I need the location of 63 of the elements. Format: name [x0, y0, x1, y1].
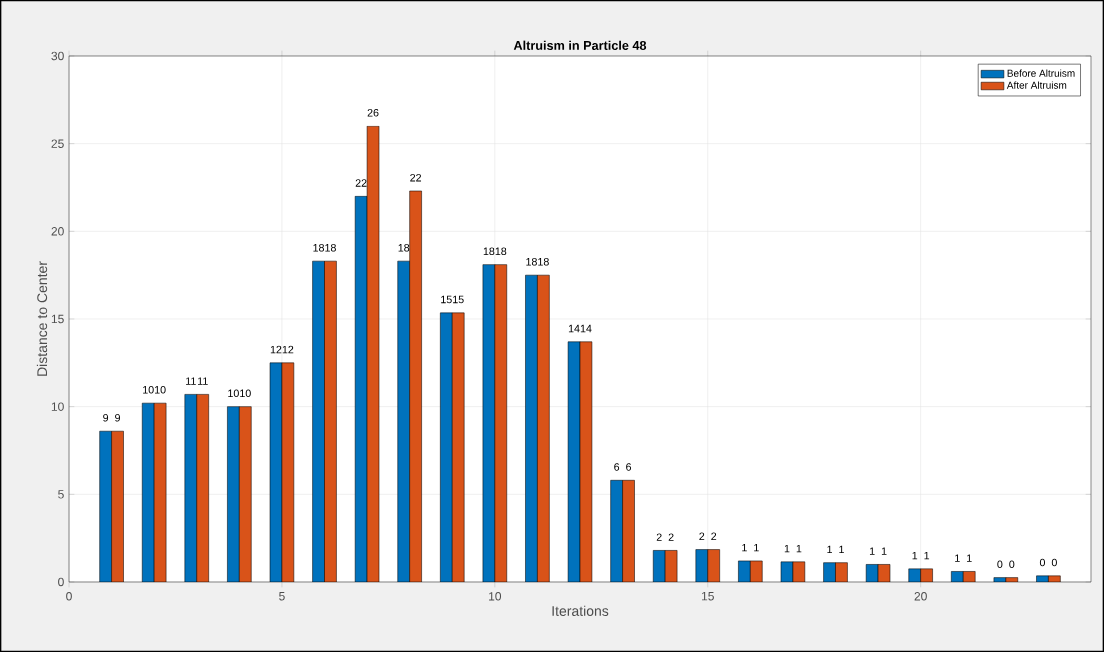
- data-label: 9: [103, 414, 109, 422]
- data-label: 18: [538, 258, 549, 266]
- data-label: 1: [912, 551, 918, 560]
- x-tick-label: 10: [489, 592, 502, 601]
- data-label: 18: [325, 243, 336, 252]
- data-label: 1: [924, 551, 930, 560]
- y-tick-label: 20: [51, 227, 64, 236]
- data-label: 6: [614, 463, 620, 471]
- x-tick-label: 5: [279, 592, 285, 601]
- data-label: 1: [881, 547, 887, 555]
- data-label: 0: [997, 560, 1003, 568]
- data-label: 15: [453, 295, 464, 304]
- legend-label: After Altruism: [1006, 81, 1067, 89]
- data-label: 15: [441, 295, 452, 304]
- data-label: 0: [1051, 558, 1057, 567]
- chart-title: Altruism in Particle 48: [513, 40, 647, 50]
- data-label: 10: [155, 386, 166, 394]
- x-axis-title: Iterations: [552, 605, 609, 616]
- data-label: 10: [240, 389, 251, 398]
- data-label: 2: [656, 533, 662, 541]
- data-label: 9: [115, 414, 120, 422]
- data-label: 10: [143, 386, 154, 394]
- data-label: 1: [955, 554, 960, 562]
- data-label: 18: [495, 247, 507, 256]
- data-label: 18: [526, 258, 537, 266]
- x-tick-label: 15: [702, 592, 714, 601]
- x-tick-label: 0: [66, 592, 72, 601]
- data-label: 1: [742, 544, 747, 552]
- data-label: 14: [568, 324, 580, 333]
- data-label: 6: [626, 463, 632, 471]
- data-label: 18: [398, 243, 410, 252]
- y-axis-title: Distance to Center: [36, 261, 48, 376]
- data-label: 18: [313, 243, 324, 252]
- y-tick-label: 15: [51, 314, 64, 324]
- data-label: 2: [668, 533, 674, 541]
- data-label: 1: [869, 547, 875, 555]
- data-label: 11: [186, 377, 196, 385]
- data-label: 0: [1039, 558, 1046, 567]
- data-label: 2: [711, 532, 717, 540]
- data-label: 2: [699, 532, 705, 540]
- data-label: 1: [796, 544, 802, 553]
- data-label: 18: [483, 247, 495, 256]
- data-label: 22: [410, 173, 422, 182]
- data-label: 26: [367, 108, 379, 117]
- legend-label: Before Altruism: [1007, 69, 1075, 77]
- y-tick-label: 0: [58, 577, 64, 587]
- y-tick-label: 5: [58, 490, 64, 499]
- y-tick-label: 10: [51, 402, 64, 411]
- data-label: 12: [270, 345, 282, 354]
- x-tick-label: 20: [914, 592, 927, 601]
- y-tick-label: 30: [51, 51, 64, 61]
- data-label: 1: [754, 544, 759, 552]
- y-tick-label: 25: [51, 139, 64, 148]
- data-label: 1: [784, 544, 790, 553]
- data-label: 22: [355, 179, 367, 187]
- data-label: 14: [580, 324, 592, 333]
- data-label: 11: [198, 377, 208, 385]
- data-label: 1: [839, 545, 844, 554]
- data-label: 0: [1009, 560, 1015, 568]
- data-label: 1: [827, 545, 832, 554]
- data-label: 10: [228, 389, 239, 398]
- data-label: 1: [967, 554, 972, 562]
- data-label: 12: [282, 345, 294, 354]
